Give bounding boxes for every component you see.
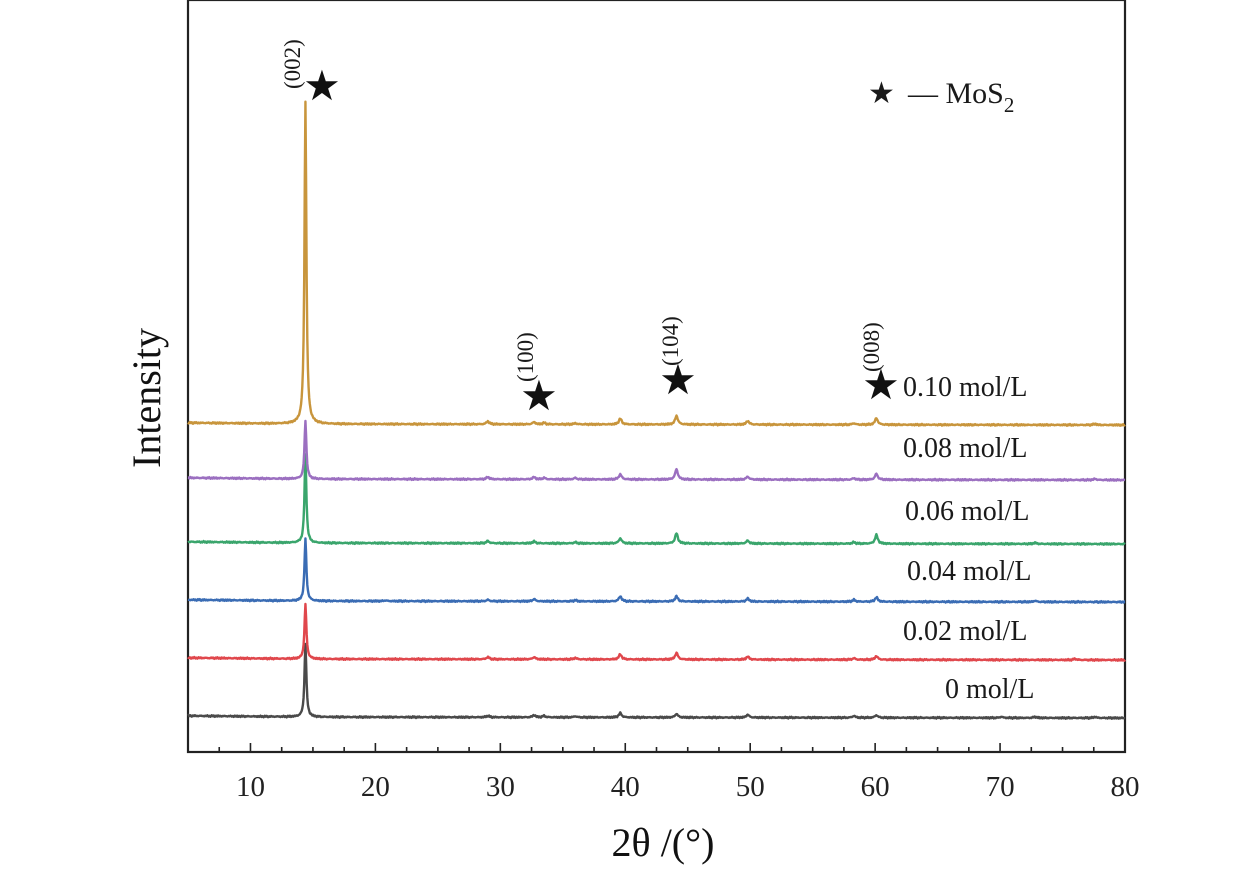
legend-star-icon: ★ bbox=[868, 77, 895, 110]
peak-label: (104) bbox=[658, 316, 683, 366]
series-line bbox=[187, 453, 1126, 547]
x-tick-label: 50 bbox=[736, 771, 765, 803]
x-tick-label: 80 bbox=[1111, 771, 1140, 803]
series-label: 0.02 mol/L bbox=[903, 616, 1027, 647]
series-label: 0 mol/L bbox=[945, 674, 1034, 705]
x-tick-label: 10 bbox=[236, 771, 265, 803]
x-tick-label: 40 bbox=[611, 771, 640, 803]
peak-annotations: ★(002)★(100) ★(104)★(008) bbox=[280, 39, 900, 420]
series-line bbox=[187, 602, 1127, 662]
peak-label: (008) bbox=[859, 322, 884, 372]
legend-label-main: — MoS bbox=[907, 77, 1004, 110]
x-tick-label: 20 bbox=[361, 771, 390, 803]
x-tick-label: 70 bbox=[986, 771, 1015, 803]
series-label: 0.08 mol/L bbox=[903, 433, 1027, 464]
peak-label: (100) bbox=[513, 332, 538, 382]
series-label: 0.04 mol/L bbox=[907, 556, 1031, 587]
legend: ★ — MoS2 bbox=[868, 77, 1014, 117]
legend-label: — MoS2 bbox=[907, 77, 1014, 117]
peak-star-icon: ★ bbox=[659, 355, 697, 404]
y-axis-title: Intensity bbox=[124, 328, 169, 468]
peak-star-icon: ★ bbox=[862, 360, 900, 409]
series-line bbox=[187, 419, 1126, 482]
series-line bbox=[187, 537, 1126, 604]
series-line bbox=[187, 100, 1126, 427]
series-label: 0.06 mol/L bbox=[905, 496, 1029, 527]
x-axis-title: 2θ /(°) bbox=[612, 820, 715, 865]
series-layer bbox=[187, 100, 1127, 720]
series-line bbox=[187, 642, 1126, 720]
legend-label-subscript: 2 bbox=[1004, 93, 1015, 117]
peak-label: (002) bbox=[280, 39, 305, 89]
peak-star-icon: ★ bbox=[303, 61, 341, 110]
peak-star-icon: ★ bbox=[520, 371, 558, 420]
x-tick-label: 60 bbox=[861, 771, 890, 803]
series-label: 0.10 mol/L bbox=[903, 372, 1027, 403]
x-tick-label: 30 bbox=[486, 771, 515, 803]
series-labels: 0 mol/L 0.02 mol/L 0.04 mol/L 0.06 mol/L 0.0… bbox=[903, 372, 1034, 705]
x-axis-ticks: 10 20 30 40 50 60 70 80 bbox=[218, 743, 1140, 803]
